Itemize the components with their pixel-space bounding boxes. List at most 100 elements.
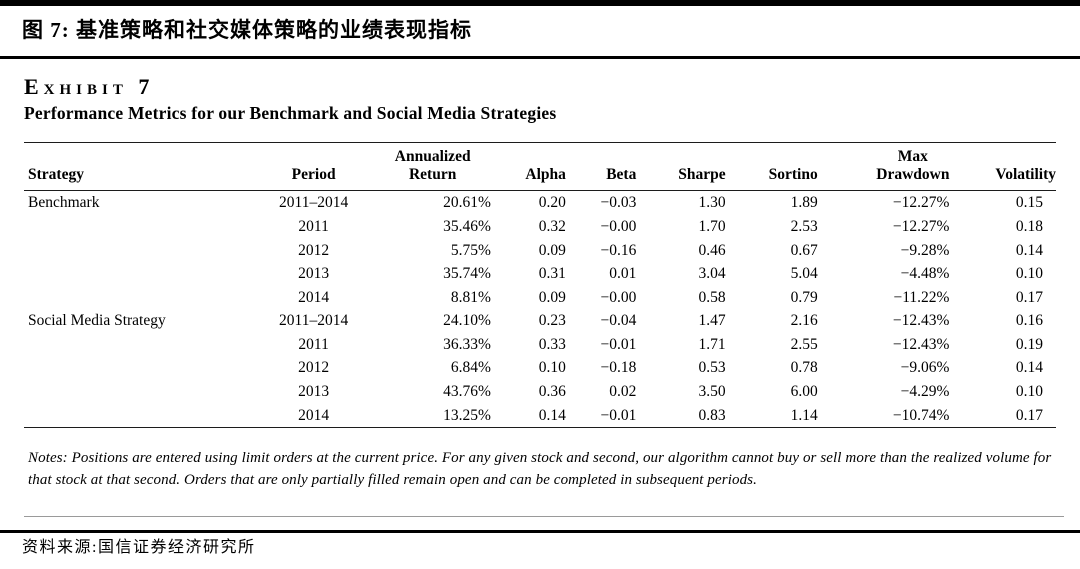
table-row: 2014 13.25% 0.14 −0.01 0.83 1.14 −10.74% 0.17 <box>24 404 1056 428</box>
cell-beta: −0.16 <box>600 241 637 259</box>
cell-sharpe: 0.53 <box>698 359 726 377</box>
cell-alpha: 0.36 <box>538 383 566 401</box>
table-row: 2011 36.33% 0.33 −0.01 1.71 2.55 −12.43% 0.19 <box>24 333 1056 357</box>
cell-beta: −0.18 <box>600 359 637 377</box>
cell-volatility: 0.16 <box>1015 312 1043 330</box>
cell-drawdown: −9.28% <box>900 241 950 259</box>
table-row: 2012 6.84% 0.10 −0.18 0.53 0.78 −9.06% 0.14 <box>24 356 1056 380</box>
cell-sortino: 2.53 <box>790 217 818 235</box>
cell-strategy <box>24 215 257 239</box>
cell-drawdown: −12.27% <box>892 217 950 235</box>
cell-alpha: 0.09 <box>538 241 566 259</box>
cell-alpha: 0.33 <box>538 335 566 353</box>
col-header-return: Annualized Return <box>394 147 471 184</box>
cell-beta: −0.00 <box>600 217 637 235</box>
cell-drawdown: −9.06% <box>900 359 950 377</box>
col-header-strategy: Strategy <box>28 166 84 184</box>
cell-sortino: 0.78 <box>790 359 818 377</box>
cell-strategy <box>24 239 257 263</box>
cell-return: 36.33% <box>443 335 491 353</box>
cell-sharpe: 1.47 <box>698 312 726 330</box>
table-row: 2012 5.75% 0.09 −0.16 0.46 0.67 −9.28% 0.14 <box>24 239 1056 263</box>
col-header-period: Period <box>291 166 336 184</box>
cell-volatility: 0.10 <box>1015 265 1043 283</box>
cell-beta: −0.01 <box>600 406 637 424</box>
table-row: 2014 8.81% 0.09 −0.00 0.58 0.79 −11.22% 0.17 <box>24 286 1056 310</box>
exhibit-notes: Notes: Positions are entered using limit… <box>28 450 1052 488</box>
cell-volatility: 0.14 <box>1015 241 1043 259</box>
cell-beta: 0.01 <box>609 265 637 283</box>
performance-table: Strategy Period Annualized Return Alpha Beta S… <box>24 141 1056 429</box>
cell-volatility: 0.14 <box>1015 359 1043 377</box>
table-header-row: Strategy Period Annualized Return Alpha Beta S… <box>24 142 1056 191</box>
table-row: 2011 35.46% 0.32 −0.00 1.70 2.53 −12.27% 0.18 <box>24 215 1056 239</box>
cell-return: 13.25% <box>443 406 491 424</box>
cell-sortino: 2.55 <box>790 335 818 353</box>
cell-return: 5.75% <box>450 241 491 259</box>
cell-beta: −0.01 <box>600 335 637 353</box>
content-bottom-divider <box>24 515 1064 517</box>
cell-drawdown: −4.48% <box>900 265 950 283</box>
cell-drawdown: −10.74% <box>892 406 950 424</box>
cell-alpha: 0.10 <box>538 359 566 377</box>
cell-sortino: 6.00 <box>790 383 818 401</box>
table-body: Benchmark 2011–2014 20.61% 0.20 −0.03 1.30 1.8… <box>24 191 1056 428</box>
cell-period: 2012 <box>298 241 330 259</box>
table-row: Social Media Strategy 2011–2014 24.10% 0.23… <box>24 309 1056 333</box>
cell-sharpe: 1.70 <box>698 217 726 235</box>
figure-title: 图 7: 基准策略和社交媒体策略的业绩表现指标 <box>22 18 472 42</box>
cell-volatility: 0.10 <box>1015 383 1043 401</box>
exhibit-subtitle: Performance Metrics for our Benchmark an… <box>24 102 557 123</box>
cell-period: 2011 <box>298 335 329 353</box>
table-header: Strategy Period Annualized Return Alpha Beta S… <box>24 142 1056 191</box>
cell-return: 20.61% <box>443 194 491 212</box>
cell-drawdown: −12.43% <box>892 335 950 353</box>
table-row: Benchmark 2011–2014 20.61% 0.20 −0.03 1.30 1.8… <box>24 191 1056 215</box>
cell-drawdown: −12.43% <box>892 312 950 330</box>
cell-beta: −0.03 <box>600 194 637 212</box>
cell-strategy <box>24 356 257 380</box>
cell-sharpe: 1.71 <box>698 335 726 353</box>
cell-period: 2011 <box>298 217 329 235</box>
cell-strategy <box>24 404 257 428</box>
cell-sharpe: 0.58 <box>698 288 726 306</box>
cell-volatility: 0.15 <box>1015 194 1043 212</box>
table-row: 2013 35.74% 0.31 0.01 3.04 5.04 −4.48% 0.10 <box>24 262 1056 286</box>
cell-return: 35.46% <box>443 217 491 235</box>
cell-strategy: Social Media Strategy <box>28 312 166 330</box>
cell-alpha: 0.14 <box>538 406 566 424</box>
cell-return: 35.74% <box>443 265 491 283</box>
cell-volatility: 0.17 <box>1015 406 1043 424</box>
cell-beta: −0.04 <box>600 312 637 330</box>
cell-volatility: 0.17 <box>1015 288 1043 306</box>
col-header-sharpe: Sharpe <box>678 166 726 184</box>
cell-sortino: 1.89 <box>790 194 818 212</box>
col-header-alpha: Alpha <box>525 166 566 184</box>
cell-strategy <box>24 286 257 310</box>
cell-period: 2011–2014 <box>279 312 349 330</box>
cell-volatility: 0.18 <box>1015 217 1043 235</box>
footer-divider <box>0 529 1080 533</box>
cell-beta: 0.02 <box>609 383 637 401</box>
cell-alpha: 0.09 <box>538 288 566 306</box>
cell-sharpe: 0.46 <box>698 241 726 259</box>
cell-drawdown: −11.22% <box>893 288 950 306</box>
cell-alpha: 0.20 <box>538 194 566 212</box>
cell-volatility: 0.19 <box>1015 335 1043 353</box>
cell-strategy <box>24 333 257 357</box>
cell-return: 43.76% <box>443 383 491 401</box>
cell-strategy: Benchmark <box>28 194 100 212</box>
cell-drawdown: −4.29% <box>900 383 950 401</box>
cell-drawdown: −12.27% <box>892 194 950 212</box>
cell-period: 2012 <box>298 359 330 377</box>
cell-sharpe: 1.30 <box>698 194 726 212</box>
cell-return: 8.81% <box>450 288 491 306</box>
cell-sharpe: 0.83 <box>698 406 726 424</box>
cell-alpha: 0.31 <box>538 265 566 283</box>
cell-sortino: 1.14 <box>790 406 818 424</box>
cell-alpha: 0.23 <box>538 312 566 330</box>
cell-beta: −0.00 <box>600 288 637 306</box>
exhibit-section: Exhibit 7 Performance Metrics for our Be… <box>24 74 1056 491</box>
cell-period: 2013 <box>298 383 330 401</box>
